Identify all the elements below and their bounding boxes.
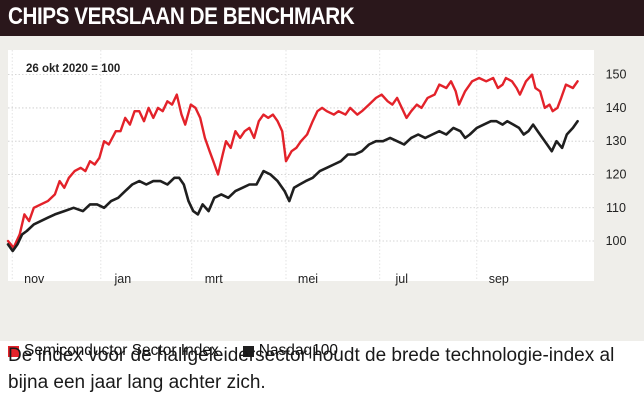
header-bar: CHIPS VERSLAAN DE BENCHMARK (0, 0, 644, 36)
legend-swatch-semiconductor (8, 345, 19, 357)
legend: Semiconductor Sector Index Nasdaq100 (8, 341, 362, 361)
plot-background (8, 50, 594, 281)
y-tick-label: 130 (606, 134, 627, 148)
series-line-nasdaq (6, 119, 579, 253)
x-tick-label: sep (489, 272, 509, 286)
y-tick-label: 150 (606, 68, 627, 82)
y-tick-label: 110 (606, 201, 626, 215)
y-tick-label: 140 (606, 101, 627, 115)
x-tick-label: mrt (205, 272, 224, 286)
legend-item-semiconductor: Semiconductor Sector Index (8, 342, 219, 360)
x-tick-label: jul (395, 272, 409, 286)
line-chart: 100 110 120 130 140 150 nov jan mrt mei jul sep 26 o… (6, 50, 627, 286)
legend-item-nasdaq: Nasdaq100 (242, 342, 339, 360)
chart-annotation: 26 okt 2020 = 100 (26, 63, 120, 75)
x-tick-label: nov (24, 272, 45, 286)
legend-label-semiconductor: Semiconductor Sector Index (24, 342, 219, 359)
y-tick-label: 120 (606, 167, 627, 181)
chart-panel: 100 110 120 130 140 150 nov jan mrt mei jul sep 26 o… (0, 36, 644, 359)
x-tick-label: jan (113, 272, 131, 286)
legend-swatch-nasdaq (242, 345, 254, 357)
page-title: CHIPS VERSLAAN DE BENCHMARK (8, 3, 355, 30)
legend-label-nasdaq: Nasdaq100 (258, 342, 339, 359)
y-tick-label: 100 (606, 234, 627, 248)
caption: De index voor de halfgeleidersector houd… (8, 345, 615, 393)
x-tick-label: mei (298, 272, 318, 286)
series-line-semiconductor (6, 73, 579, 249)
